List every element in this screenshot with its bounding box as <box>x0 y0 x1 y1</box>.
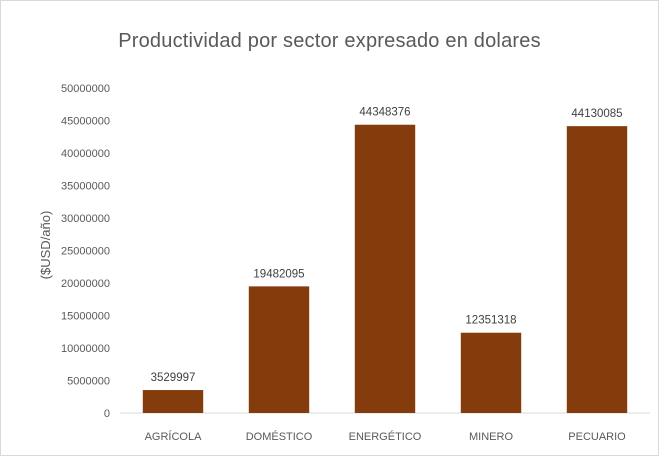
y-tick-label: 5000000 <box>67 376 110 388</box>
y-tick-label: 15000000 <box>61 311 110 323</box>
data-label: 19482095 <box>253 268 304 280</box>
y-tick-label: 45000000 <box>61 116 110 128</box>
x-tick-label: PECUARIO <box>568 431 626 443</box>
x-tick-label: DOMÉSTICO <box>246 430 313 443</box>
data-label: 3529997 <box>151 372 196 384</box>
chart-title: Productividad por sector expresado en do… <box>118 30 541 52</box>
y-tick-label: 0 <box>104 408 110 420</box>
y-tick-label: 20000000 <box>61 278 110 290</box>
x-tick-label: ENERGÉTICO <box>349 430 422 443</box>
y-tick-label: 30000000 <box>61 213 110 225</box>
bar <box>460 332 522 413</box>
x-tick-label: MINERO <box>469 431 513 443</box>
y-tick-label: 10000000 <box>61 343 110 355</box>
bar <box>354 124 416 413</box>
bar <box>142 390 204 413</box>
data-label: 12351318 <box>465 315 516 327</box>
x-tick-label: AGRÍCOLA <box>145 430 203 443</box>
bar <box>248 286 310 413</box>
y-tick-label: 25000000 <box>61 246 110 258</box>
y-axis-title: ($USD/año) <box>38 211 53 280</box>
data-label: 44130085 <box>571 108 622 120</box>
y-tick-label: 35000000 <box>61 181 110 193</box>
bar <box>566 126 628 413</box>
y-tick-label: 40000000 <box>61 148 110 160</box>
data-label: 44348376 <box>359 107 410 119</box>
y-tick-label: 50000000 <box>61 83 110 95</box>
